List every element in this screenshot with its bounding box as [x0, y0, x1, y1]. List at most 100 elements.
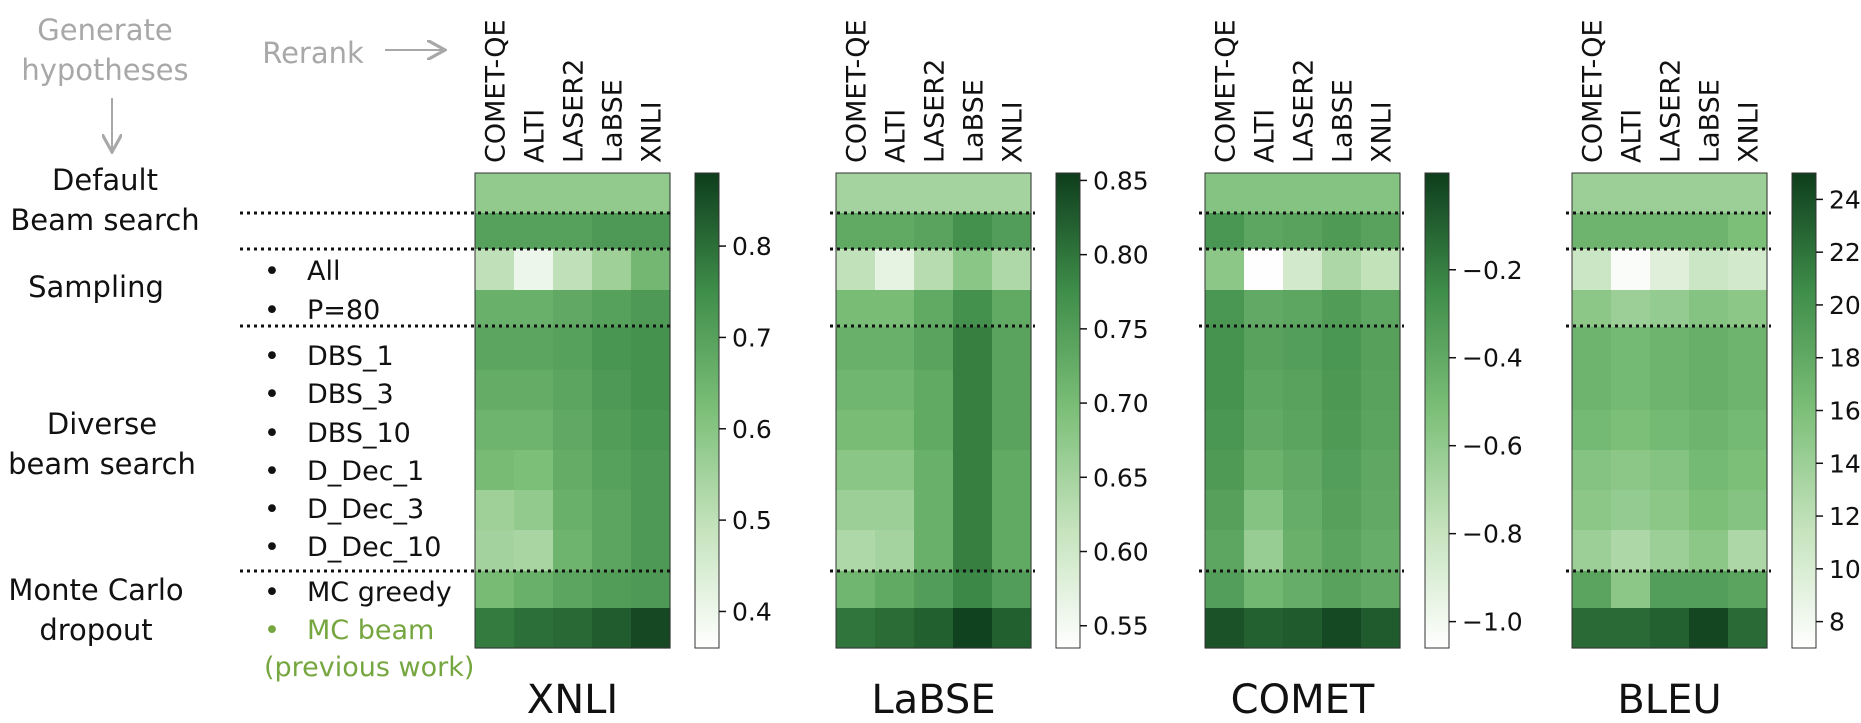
heatmap-cell — [553, 608, 593, 649]
heatmap-cell — [1205, 490, 1245, 531]
heatmap-frame — [1204, 172, 1401, 649]
method-row-labels: • All • P=80 • DBS_1 • DBS_3 • DBS_10 • D_Dec_1 • D_D… — [264, 256, 452, 646]
heatmap-cell — [1205, 410, 1245, 451]
heatmap-cell — [1650, 327, 1690, 371]
heatmap-cell — [475, 370, 515, 411]
panel-title: LaBSE — [871, 677, 995, 723]
heatmap-cell — [1322, 490, 1362, 531]
group-mc-line1: Monte Carlo — [8, 573, 183, 607]
heatmap-cell — [1650, 213, 1690, 250]
heatmap-cell — [1650, 249, 1690, 291]
heatmap-cell — [1611, 249, 1651, 291]
heatmap-cell — [592, 249, 632, 291]
heatmap-cell — [1205, 290, 1245, 328]
heatmap-cell — [1650, 370, 1690, 411]
heatmap-cell — [1689, 173, 1729, 214]
heatmap-cell — [592, 410, 632, 451]
column-label: XNLI — [1367, 101, 1398, 163]
heatmap-cell — [953, 370, 993, 411]
heatmap-cell — [1205, 571, 1245, 609]
panel-title: COMET — [1231, 677, 1375, 723]
heatmap-cell — [553, 290, 593, 328]
group-diverse-line2: beam search — [8, 447, 196, 481]
column-label: COMET-QE — [1578, 19, 1609, 163]
heatmap-cell — [1283, 213, 1323, 250]
heatmap-cell — [1650, 410, 1690, 451]
heatmap-cell — [514, 370, 554, 411]
heatmap-cell — [1244, 450, 1284, 491]
heatmap-cell — [1611, 608, 1651, 649]
heatmap-cell — [631, 410, 671, 451]
heatmap-cell — [475, 327, 515, 371]
heatmap-cell — [1572, 290, 1612, 328]
heatmap-cell — [1205, 213, 1245, 250]
heatmap-cell — [875, 213, 915, 250]
heatmap-cell — [475, 490, 515, 531]
heatmap-cell — [1689, 530, 1729, 572]
colorbar-tick-label: 0.75 — [1093, 315, 1149, 344]
heatmap-cell — [592, 173, 632, 214]
heatmap-cell — [1283, 290, 1323, 328]
heatmap-cell — [475, 410, 515, 451]
heatmap-cell — [914, 410, 954, 451]
heatmap-cell — [1611, 370, 1651, 411]
heatmap-cell — [1244, 410, 1284, 451]
colorbar-tick-label: −0.6 — [1462, 432, 1523, 461]
heatmap-cell — [1572, 450, 1612, 491]
pipeline-annotation: Generate hypotheses Rerank — [21, 13, 443, 150]
heatmap-cell — [953, 410, 993, 451]
heatmap-cell — [1611, 490, 1651, 531]
colorbar-tick-label: 0.80 — [1093, 241, 1149, 270]
heatmap-cell — [1689, 608, 1729, 649]
heatmap-panels: COMET-QE ALTI LASER2 LaBSE XNLI XNLI 0.8 0.7 0.6… — [240, 19, 1861, 723]
heatmap-cell — [953, 290, 993, 328]
heatmap-cell — [553, 410, 593, 451]
column-label: LaBSE — [1695, 79, 1726, 163]
heatmap-cell — [1572, 490, 1612, 531]
heatmap-cell — [1650, 490, 1690, 531]
heatmap-cell — [1728, 249, 1768, 291]
method-label: DBS_10 — [307, 418, 411, 449]
heatmap-cell — [953, 490, 993, 531]
row-group-labels: Default Beam search Sampling Diverse bea… — [8, 163, 200, 647]
heatmap-cell — [1728, 213, 1768, 250]
heatmap-panel: COMET-QE ALTI LASER2 LaBSE XNLI LaBSE 0.85 0.80… — [830, 19, 1149, 723]
heatmap-cell — [992, 173, 1032, 214]
heatmap-cell — [914, 370, 954, 411]
heatmap-cell — [1650, 173, 1690, 214]
heatmap-cell — [1283, 327, 1323, 371]
heatmap-cell — [631, 571, 671, 609]
colorbar-tick-label: 0.6 — [732, 415, 772, 444]
heatmap-cell — [953, 327, 993, 371]
method-label: DBS_3 — [307, 379, 394, 410]
heatmap-cell — [553, 213, 593, 250]
colorbar-tick-label: 20 — [1829, 291, 1861, 320]
heatmap-cell — [1283, 249, 1323, 291]
column-label: XNLI — [998, 101, 1029, 163]
heatmap-cell — [592, 608, 632, 649]
heatmap-cell — [514, 410, 554, 451]
colorbar-tick-label: 8 — [1829, 608, 1845, 637]
column-label: LaBSE — [598, 79, 629, 163]
heatmap-cell — [1205, 173, 1245, 214]
colorbar-tick-label: −0.8 — [1462, 520, 1523, 549]
heatmap-cell — [1572, 327, 1612, 371]
method-label: MC beam — [307, 615, 434, 646]
heatmap-cell — [953, 450, 993, 491]
heatmap-cell — [1205, 370, 1245, 411]
heatmap-cell — [592, 490, 632, 531]
column-label: ALTI — [520, 109, 551, 163]
heatmap-cell — [1361, 249, 1401, 291]
column-label: LASER2 — [1289, 59, 1320, 163]
column-label: COMET-QE — [481, 19, 512, 163]
heatmap-cell — [836, 608, 876, 649]
method-label: MC greedy — [307, 577, 452, 608]
heatmap-cell — [914, 450, 954, 491]
colorbar-tick-label: 22 — [1829, 238, 1861, 267]
heatmap-cell — [631, 450, 671, 491]
method-label: D_Dec_3 — [307, 494, 424, 525]
heatmap-cell — [1283, 530, 1323, 572]
heatmap-cell — [1728, 571, 1768, 609]
heatmap-cell — [1283, 571, 1323, 609]
heatmap-cell — [1361, 490, 1401, 531]
